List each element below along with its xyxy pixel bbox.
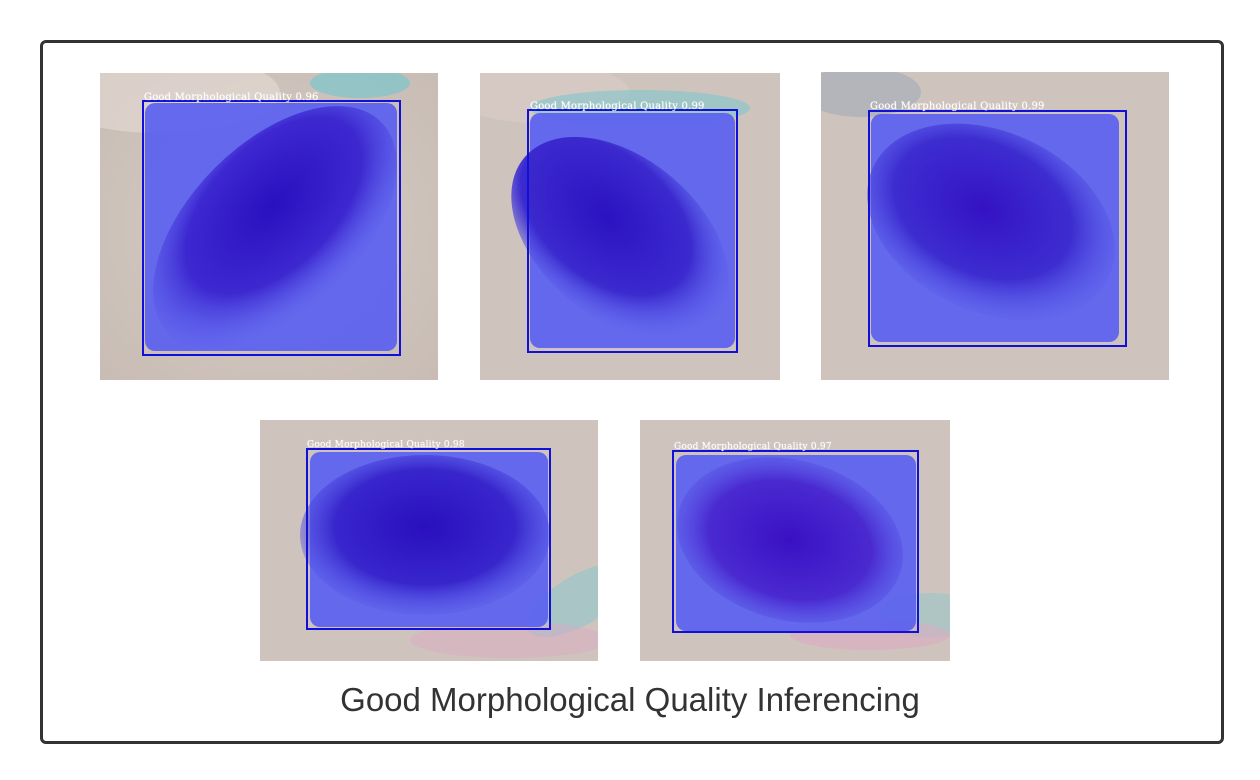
inference-image-5: Good Morphological Quality 0.97 bbox=[640, 420, 950, 661]
cell-image-2 bbox=[480, 73, 780, 380]
detection-label: Good Morphological Quality 0.99 bbox=[530, 101, 705, 112]
detection-label: Good Morphological Quality 0.99 bbox=[870, 101, 1045, 112]
detection-label: Good Morphological Quality 0.96 bbox=[144, 92, 319, 103]
cell-image-1 bbox=[100, 73, 438, 380]
detection-label: Good Morphological Quality 0.97 bbox=[674, 442, 832, 452]
cell-image-4 bbox=[260, 420, 598, 661]
inference-image-3: Good Morphological Quality 0.99 bbox=[821, 72, 1169, 380]
inference-image-2: Good Morphological Quality 0.99 bbox=[480, 73, 780, 380]
inference-image-1: Good Morphological Quality 0.96 bbox=[100, 73, 438, 380]
cell-image-3 bbox=[821, 72, 1169, 380]
figure-caption: Good Morphological Quality Inferencing bbox=[340, 681, 920, 718]
cell-image-5 bbox=[640, 420, 950, 661]
inference-image-4: Good Morphological Quality 0.98 bbox=[260, 420, 598, 661]
detection-label: Good Morphological Quality 0.98 bbox=[307, 440, 465, 450]
